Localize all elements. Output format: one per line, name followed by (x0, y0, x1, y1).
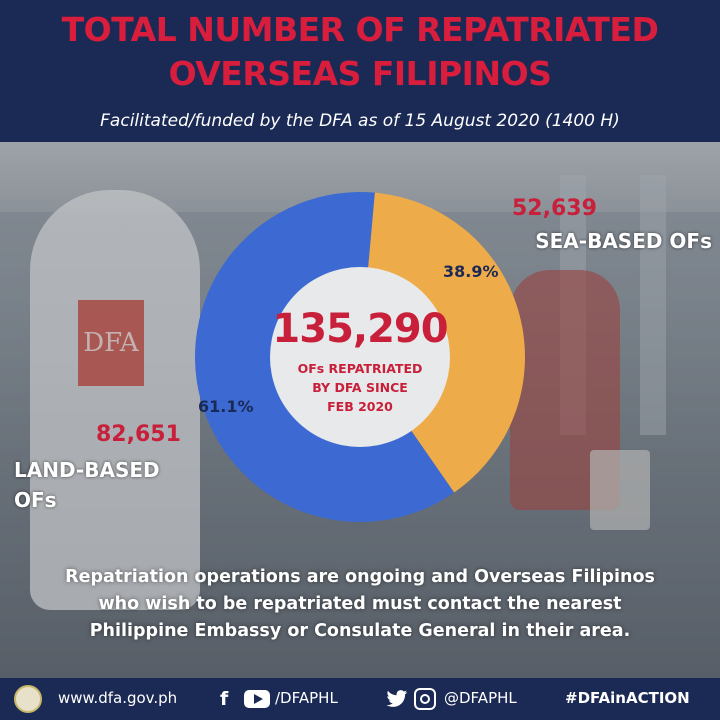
title-line-2: OVERSEAS FILIPINOS (168, 54, 552, 93)
land-based-label-line: OFs (14, 488, 57, 512)
center-label-line: OFs REPATRIATED (297, 361, 423, 376)
twitter-instagram-handle[interactable]: @DFAPHL (444, 689, 517, 707)
donut-center (270, 267, 450, 447)
facebook-youtube-handle[interactable]: /DFAPHL (275, 689, 338, 707)
land-based-value-label: 82,651 (96, 422, 181, 447)
advisory-note-line: who wish to be repatriated must contact … (98, 594, 622, 614)
background-window (640, 175, 666, 435)
header-banner: TOTAL NUMBER OF REPATRIATED OVERSEAS FIL… (0, 0, 720, 142)
advisory-note-line: Repatriation operations are ongoing and … (65, 567, 655, 587)
twitter-icon[interactable] (386, 689, 408, 709)
dfa-seal-icon (14, 685, 42, 713)
website-link[interactable]: www.dfa.gov.ph (58, 689, 178, 707)
center-label-line: FEB 2020 (327, 399, 393, 414)
land-based-label-line: LAND-BASED (14, 458, 160, 482)
land-based-category-label: LAND-BASED OFs (14, 455, 194, 515)
sea-based-value-label: 52,639 (512, 196, 597, 221)
footer-bar: www.dfa.gov.ph f /DFAPHL @DFAPHL #DFAinA… (0, 678, 720, 720)
facebook-icon[interactable]: f (220, 688, 229, 710)
land-based-percent-label: 61.1% (198, 397, 254, 416)
dfa-patch: DFA (78, 300, 144, 386)
center-label-line: BY DFA SINCE (312, 380, 408, 395)
subtitle: Facilitated/funded by the DFA as of 15 A… (100, 111, 620, 131)
title-line-1: TOTAL NUMBER OF REPATRIATED (61, 10, 659, 49)
youtube-icon[interactable] (244, 690, 270, 708)
instagram-icon[interactable] (414, 688, 436, 710)
center-total: 135,290 (272, 306, 448, 352)
shopping-bag (590, 450, 650, 530)
center-label: OFs REPATRIATED BY DFA SINCE FEB 2020 (285, 359, 435, 416)
advisory-note: Repatriation operations are ongoing and … (20, 564, 700, 645)
advisory-note-line: Philippine Embassy or Consulate General … (89, 621, 631, 641)
sea-based-percent-label: 38.9% (443, 262, 499, 281)
hashtag[interactable]: #DFAinACTION (565, 689, 690, 707)
ppe-worker-figure (30, 190, 200, 610)
sea-based-category-label: SEA-BASED OFs (535, 229, 712, 253)
